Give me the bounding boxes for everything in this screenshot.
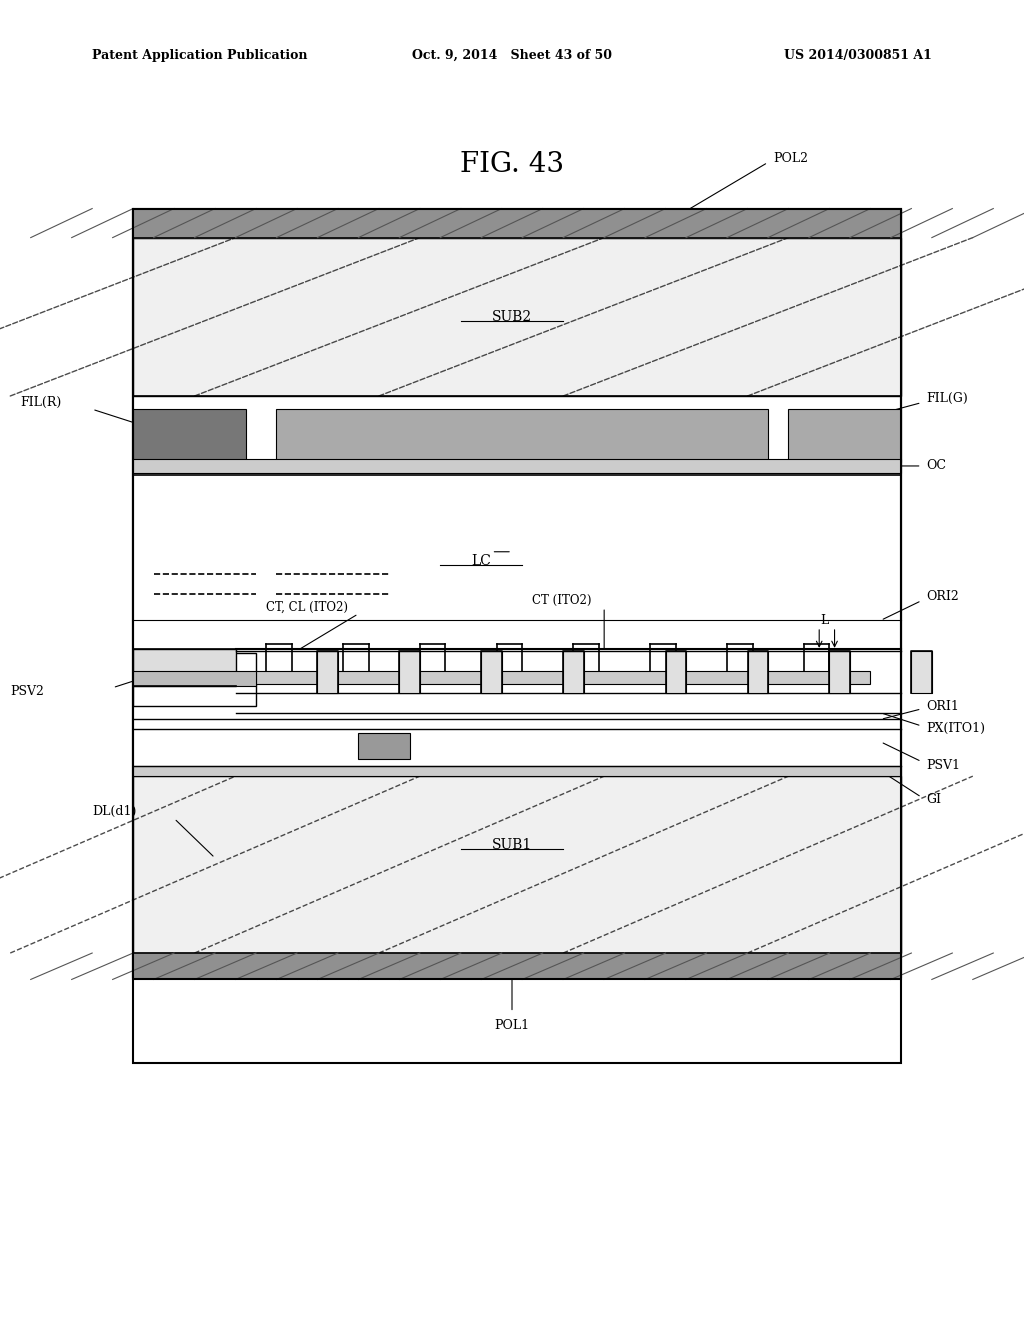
Text: FIL(G): FIL(G)	[927, 392, 969, 405]
Text: ORI1: ORI1	[927, 700, 959, 713]
FancyBboxPatch shape	[788, 409, 901, 462]
FancyBboxPatch shape	[133, 776, 901, 953]
Text: FIL(R): FIL(R)	[20, 396, 61, 409]
FancyBboxPatch shape	[481, 651, 502, 693]
Text: LC: LC	[471, 554, 492, 568]
Text: PX(ITO1): PX(ITO1)	[927, 722, 986, 735]
FancyBboxPatch shape	[133, 766, 901, 776]
FancyBboxPatch shape	[358, 733, 410, 759]
FancyBboxPatch shape	[748, 651, 768, 693]
Text: US 2014/0300851 A1: US 2014/0300851 A1	[784, 49, 932, 62]
FancyBboxPatch shape	[133, 953, 901, 979]
FancyBboxPatch shape	[133, 409, 246, 462]
Text: L: L	[820, 614, 828, 627]
Text: CT (ITO2): CT (ITO2)	[532, 594, 592, 607]
Text: Patent Application Publication: Patent Application Publication	[92, 49, 307, 62]
FancyBboxPatch shape	[133, 209, 901, 238]
FancyBboxPatch shape	[666, 651, 686, 693]
Text: Oct. 9, 2014   Sheet 43 of 50: Oct. 9, 2014 Sheet 43 of 50	[412, 49, 612, 62]
FancyBboxPatch shape	[133, 209, 901, 977]
FancyBboxPatch shape	[133, 459, 901, 473]
Text: POL2: POL2	[773, 152, 808, 165]
FancyBboxPatch shape	[563, 651, 584, 693]
FancyBboxPatch shape	[399, 651, 420, 693]
Text: CT, CL (ITO2): CT, CL (ITO2)	[266, 601, 348, 614]
FancyBboxPatch shape	[317, 651, 338, 693]
FancyBboxPatch shape	[276, 409, 768, 462]
Text: FIG. 43: FIG. 43	[460, 152, 564, 178]
Text: DL(d1): DL(d1)	[92, 805, 136, 818]
Text: POL1: POL1	[495, 1019, 529, 1032]
Text: SUB2: SUB2	[492, 310, 532, 323]
Text: OC: OC	[927, 459, 947, 473]
FancyBboxPatch shape	[133, 209, 901, 238]
Text: PSV2: PSV2	[10, 685, 44, 698]
FancyBboxPatch shape	[256, 671, 870, 684]
Text: GI: GI	[927, 793, 942, 807]
Text: SUB1: SUB1	[492, 838, 532, 851]
FancyBboxPatch shape	[133, 238, 901, 396]
FancyBboxPatch shape	[133, 671, 256, 686]
Text: ORI2: ORI2	[927, 590, 959, 603]
FancyBboxPatch shape	[133, 653, 256, 706]
FancyBboxPatch shape	[133, 211, 901, 1063]
Text: PSV1: PSV1	[927, 759, 961, 772]
FancyBboxPatch shape	[133, 649, 236, 686]
FancyBboxPatch shape	[829, 651, 850, 693]
FancyBboxPatch shape	[911, 651, 932, 693]
